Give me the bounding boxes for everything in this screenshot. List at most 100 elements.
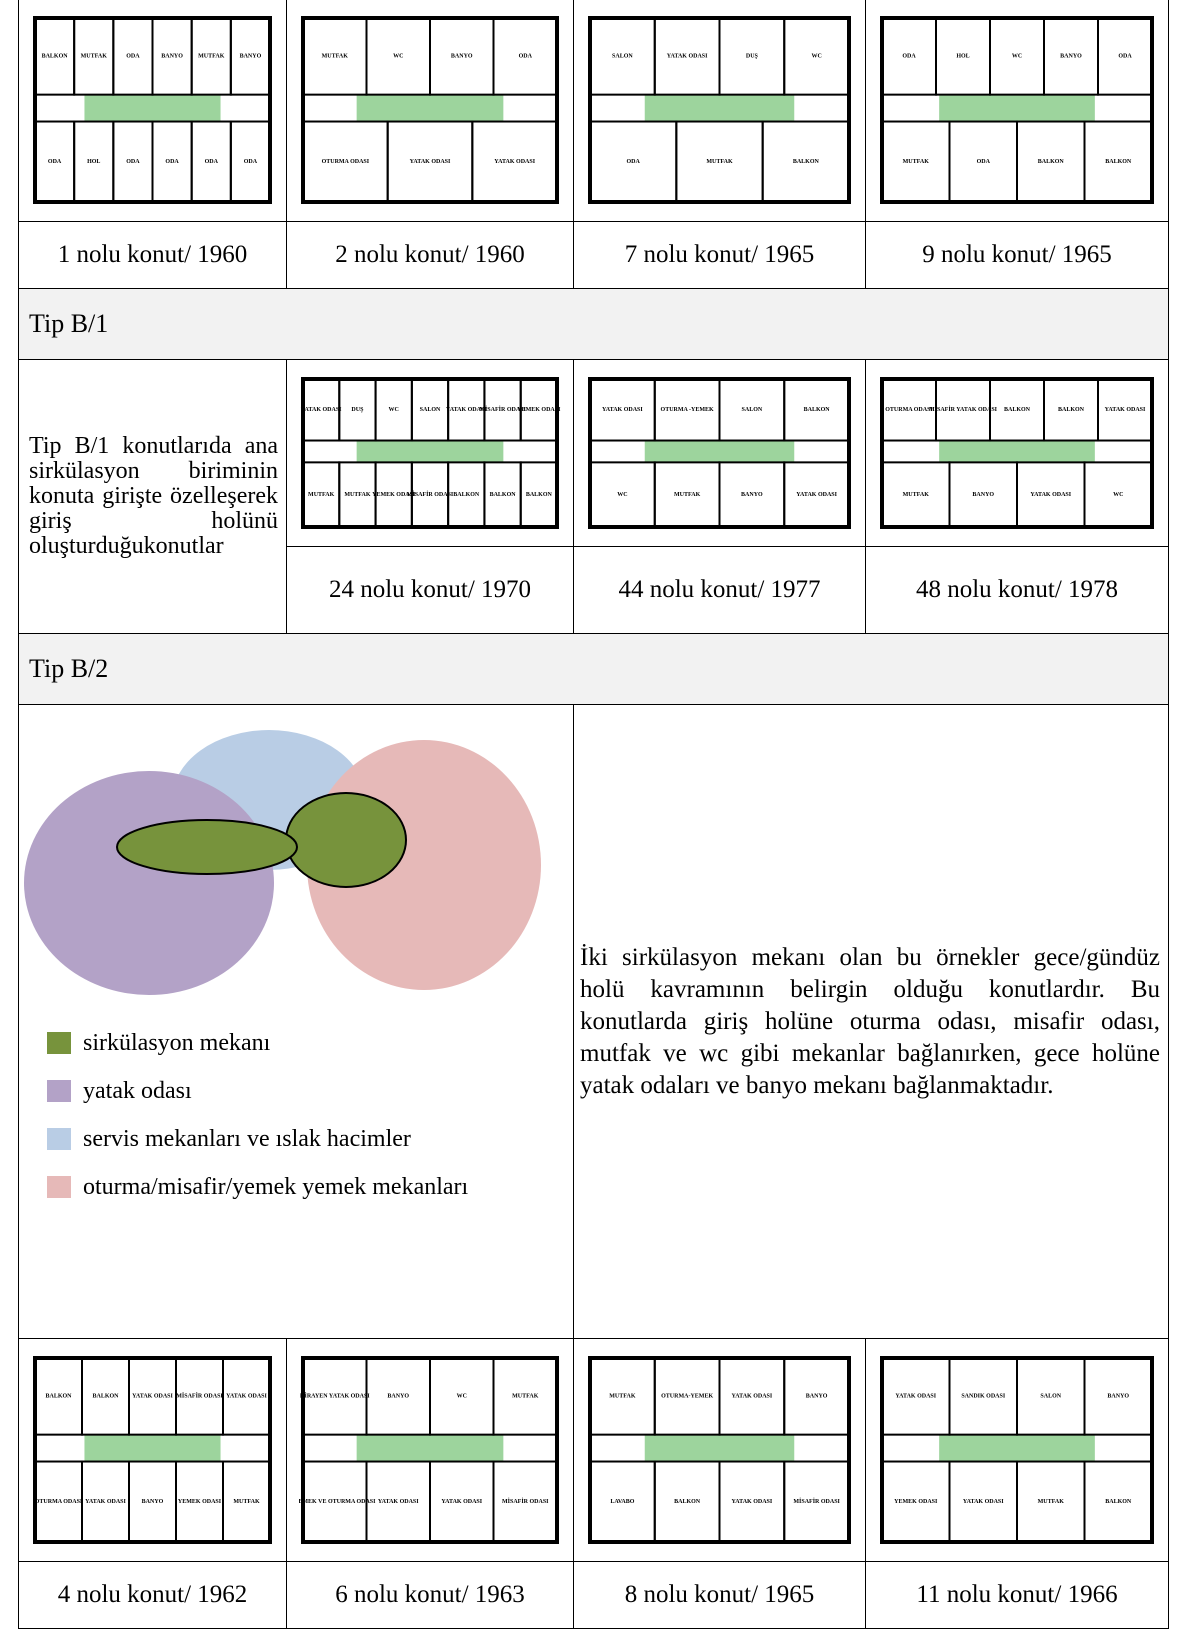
- room-label: MUTFAK: [344, 492, 371, 498]
- floor-plan: BALKON BALKON YATAK ODASI MİSAFİR ODASI YATA…: [33, 1356, 272, 1544]
- room-label: ODA: [126, 159, 140, 165]
- circulation-area: [356, 1434, 504, 1462]
- room-label: BANYO: [451, 54, 473, 60]
- diagram-cell: sirkülasyon mekanı yatak odası servis meka…: [18, 704, 574, 1339]
- circulation-area: [84, 94, 221, 122]
- room-label: YATAK ODASI: [410, 159, 451, 165]
- room-label: WC: [1113, 492, 1123, 498]
- legend-label: yatak odası: [83, 1077, 192, 1104]
- room-label: BALKON: [453, 492, 480, 498]
- circulation-area: [356, 94, 504, 122]
- caption: 6 nolu konut/ 1963: [286, 1561, 574, 1629]
- legend-label: servis mekanları ve ıslak hacimler: [83, 1125, 411, 1152]
- room-label: HOL: [956, 54, 969, 60]
- typology-table: BALKON MUTFAK ODA BANYO MUTFAK BANYO ODA HOL ODA…: [18, 0, 1169, 1629]
- room-label: YATAK ODASI: [441, 1499, 482, 1505]
- room-label: YATAK ODASI: [602, 407, 643, 413]
- floor-plan: BALKON MUTFAK ODA BANYO MUTFAK BANYO ODA HOL ODA…: [33, 16, 272, 204]
- room-label: YEMEK ODASI: [372, 492, 416, 498]
- room-label: MİSAFİR ODASI: [407, 491, 454, 498]
- plan-cell: YATAK ODASI SANDIK ODASI SALON BANYO YEMEK O…: [865, 1338, 1169, 1562]
- plan-cell: SALON YATAK ODASI DUŞ WC ODA MUTFAK BALKON: [573, 0, 866, 222]
- room-label: OTURMA ODASI: [35, 1499, 83, 1505]
- room-label: MUTFAK: [903, 492, 930, 498]
- room-label: BALKON: [1105, 1499, 1132, 1505]
- legend-swatch: [47, 1080, 71, 1102]
- room-label: YATAK ODASI: [494, 159, 535, 165]
- room-label: ODA: [244, 159, 258, 165]
- caption: 1 nolu konut/ 1960: [18, 221, 287, 289]
- room-label: OTURMA -YEMEK: [661, 407, 714, 413]
- room-label: YEMEK ODASI: [517, 407, 561, 413]
- caption: 48 nolu konut/ 1978: [865, 546, 1169, 634]
- floor-plan: YATAK ODASI SANDIK ODASI SALON BANYO YEMEK O…: [880, 1356, 1154, 1544]
- room-label: WC: [393, 54, 403, 60]
- legend-swatch: [47, 1128, 71, 1150]
- caption: 9 nolu konut/ 1965: [865, 221, 1169, 289]
- room-label: ODA: [165, 159, 179, 165]
- plan-cell: MUTFAK OTURMA-YEMEK YATAK ODASI BANYO LAVABO…: [573, 1338, 866, 1562]
- room-label: YATAK ODASI: [446, 407, 487, 413]
- floor-plan: MUTFAK WC BANYO ODA OTURMA ODASI YATAK ODASI Y…: [301, 16, 559, 204]
- room: [229, 17, 271, 96]
- room: [519, 378, 558, 442]
- room-label: BALKON: [1105, 159, 1132, 165]
- room-label: MİSAFİR ODASI: [793, 1498, 840, 1505]
- room: [1083, 461, 1153, 528]
- circulation-area: [84, 1434, 221, 1462]
- room-label: SALON: [612, 54, 633, 60]
- room: [1097, 378, 1153, 442]
- room-label: MUTFAK: [674, 492, 701, 498]
- circulation-area: [644, 1434, 795, 1462]
- room-label: YATAK ODASI: [132, 1394, 173, 1400]
- room: [222, 1357, 271, 1436]
- room: [783, 17, 850, 96]
- room-label: BANYO: [240, 54, 262, 60]
- room-label: SALON: [420, 407, 441, 413]
- room-label: SALON: [1040, 1394, 1061, 1400]
- description: İki sirkülasyon mekanı olan bu örnekler …: [573, 704, 1169, 1339]
- room-label: ODA: [977, 159, 991, 165]
- room-label: OTURMA ODASI: [885, 407, 933, 413]
- legend-item: oturma/misafir/yemek yemek mekanları: [47, 1163, 573, 1211]
- room-label: BANYO: [142, 1499, 164, 1505]
- room: [492, 1357, 558, 1436]
- section-header: Tip B/2: [18, 633, 1169, 705]
- room-label: YATAK ODASI: [732, 1499, 773, 1505]
- room-label: WC: [617, 492, 627, 498]
- description: Tip B/1 konutlarıda ana sirkülasyon biri…: [18, 359, 287, 634]
- caption: 11 nolu konut/ 1966: [865, 1561, 1169, 1629]
- room-label: YATAK ODASI: [378, 1499, 419, 1505]
- circulation-area: [939, 94, 1095, 122]
- room: [471, 120, 558, 203]
- room-label: MUTFAK: [1038, 1499, 1065, 1505]
- room-label: YEMEK VE OTURMA ODASI: [299, 1499, 376, 1505]
- room: [783, 1460, 850, 1543]
- room-label: YATAK ODASI: [732, 1394, 773, 1400]
- room-label: LAVABO: [610, 1499, 634, 1505]
- room-label: ODA: [205, 159, 219, 165]
- plan-cell: KİRAYEN YATAK ODASI BANYO WC MUTFAK YEMEK VE…: [286, 1338, 574, 1562]
- legend-item: yatak odası: [47, 1067, 573, 1115]
- room-label: BALKON: [92, 1394, 119, 1400]
- caption: 7 nolu konut/ 1965: [573, 221, 866, 289]
- room-label: BALKON: [1038, 159, 1065, 165]
- caption: 4 nolu konut/ 1962: [18, 1561, 287, 1629]
- legend-label: oturma/misafir/yemek yemek mekanları: [83, 1173, 469, 1200]
- room-label: ODA: [519, 54, 533, 60]
- room: [783, 378, 850, 442]
- section-header: Tip B/1: [18, 288, 1169, 360]
- room-label: DUŞ: [746, 54, 759, 60]
- circulation-area: [644, 94, 795, 122]
- room-label: MİSAFİR YATAK ODASI: [929, 406, 998, 413]
- venn-diagram: [24, 730, 541, 995]
- room-label: HOL: [87, 159, 100, 165]
- plan-cell: BALKON BALKON YATAK ODASI MİSAFİR ODASI YATA…: [18, 1338, 287, 1562]
- room-label: ODA: [126, 54, 140, 60]
- legend-label: sirkülasyon mekanı: [83, 1029, 271, 1056]
- room-label: BANYO: [161, 54, 183, 60]
- room-label: BALKON: [793, 159, 820, 165]
- room-label: YATAK ODASI: [796, 492, 837, 498]
- room-label: MUTFAK: [81, 54, 108, 60]
